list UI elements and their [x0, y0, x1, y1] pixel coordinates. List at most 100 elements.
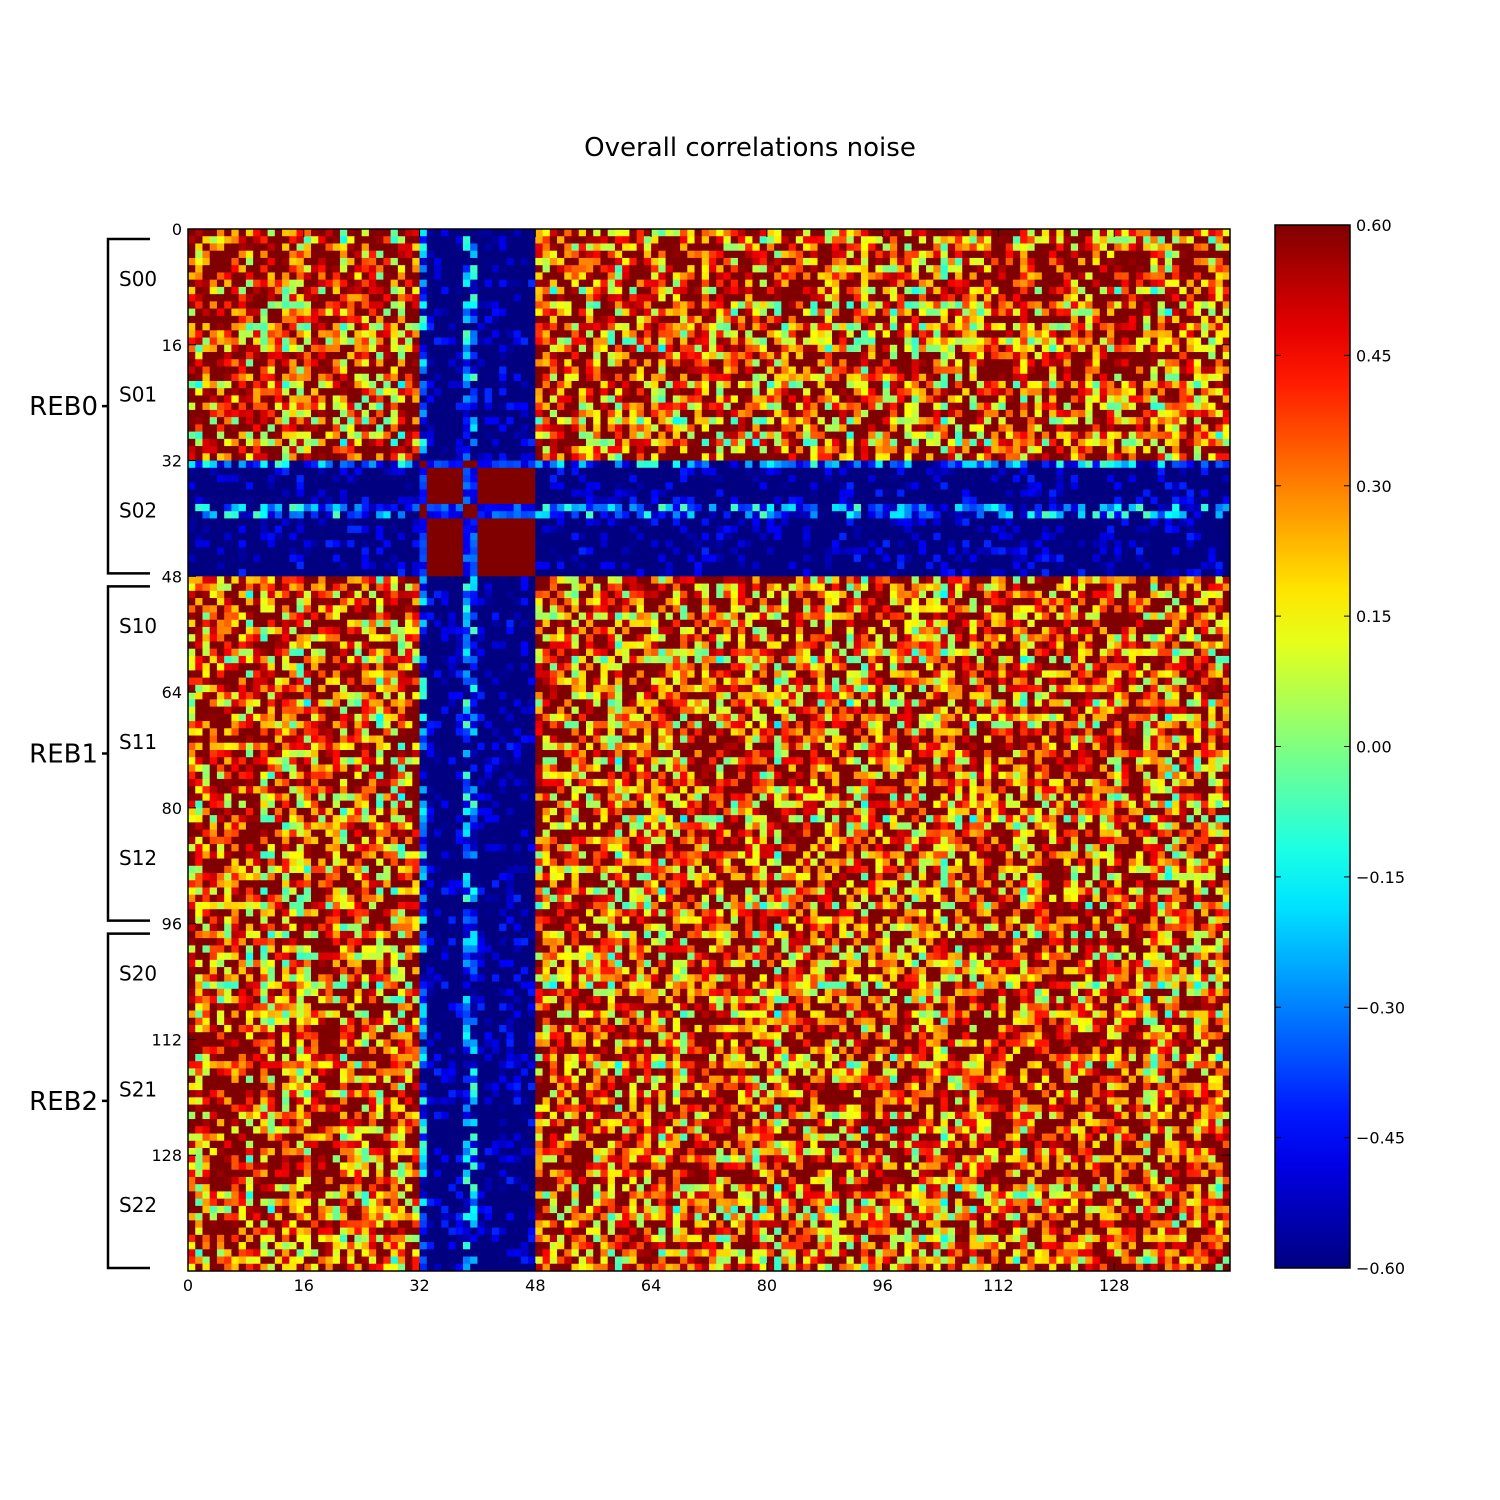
- heatmap-cell: [998, 374, 1006, 382]
- heatmap-cell: [528, 366, 536, 374]
- heatmap-cell: [347, 424, 355, 432]
- heatmap-cell: [767, 439, 775, 447]
- heatmap-cell: [1042, 424, 1050, 432]
- heatmap-cell: [420, 352, 428, 360]
- heatmap-cell: [926, 229, 934, 237]
- heatmap-cell: [398, 309, 406, 317]
- heatmap-cell: [1013, 251, 1021, 259]
- heatmap-cell: [767, 388, 775, 396]
- heatmap-cell: [289, 410, 297, 418]
- heatmap-cell: [391, 439, 399, 447]
- heatmap-cell: [1093, 330, 1101, 338]
- heatmap-cell: [615, 316, 623, 324]
- heatmap-cell: [752, 280, 760, 288]
- heatmap-cell: [774, 468, 782, 476]
- heatmap-cell: [600, 439, 608, 447]
- heatmap-cell: [354, 229, 362, 237]
- heatmap-cell: [239, 395, 247, 403]
- heatmap-cell: [774, 381, 782, 389]
- heatmap-cell: [391, 272, 399, 280]
- heatmap-cell: [463, 374, 471, 382]
- heatmap-cell: [456, 381, 464, 389]
- heatmap-cell: [1208, 366, 1216, 374]
- heatmap-cell: [304, 475, 312, 483]
- heatmap-cell: [774, 352, 782, 360]
- heatmap-cell: [333, 352, 341, 360]
- heatmap-cell: [246, 294, 254, 302]
- heatmap-cell: [926, 417, 934, 425]
- heatmap-cell: [217, 439, 225, 447]
- heatmap-cell: [1064, 461, 1072, 469]
- heatmap-cell: [376, 461, 384, 469]
- heatmap-cell: [311, 453, 319, 461]
- heatmap-cell: [600, 475, 608, 483]
- heatmap-cell: [948, 468, 956, 476]
- heatmap-cell: [875, 294, 883, 302]
- heatmap-cell: [1208, 403, 1216, 411]
- heatmap-cell: [260, 251, 268, 259]
- heatmap-cell: [818, 251, 826, 259]
- heatmap-cell: [781, 323, 789, 331]
- heatmap-cell: [868, 287, 876, 295]
- heatmap-cell: [608, 403, 616, 411]
- heatmap-cell: [297, 229, 305, 237]
- heatmap-cell: [1114, 359, 1122, 367]
- heatmap-cell: [224, 366, 232, 374]
- heatmap-cell: [325, 366, 333, 374]
- heatmap-cell: [543, 461, 551, 469]
- heatmap-cell: [521, 359, 529, 367]
- heatmap-cell: [202, 446, 210, 454]
- heatmap-cell: [441, 359, 449, 367]
- heatmap-cell: [1020, 272, 1028, 280]
- heatmap-cell: [1194, 251, 1202, 259]
- heatmap-cell: [420, 432, 428, 440]
- heatmap-cell: [535, 258, 543, 266]
- heatmap-cell: [1020, 432, 1028, 440]
- heatmap-cell: [810, 301, 818, 309]
- heatmap-cell: [941, 309, 949, 317]
- heatmap-cell: [651, 280, 659, 288]
- heatmap-cell: [369, 265, 377, 273]
- heatmap-cell: [492, 388, 500, 396]
- heatmap-cell: [933, 417, 941, 425]
- heatmap-cell: [543, 338, 551, 346]
- heatmap-cell: [398, 330, 406, 338]
- heatmap-cell: [854, 432, 862, 440]
- heatmap-cell: [405, 243, 413, 251]
- heatmap-cell: [875, 403, 883, 411]
- heatmap-cell: [1179, 468, 1187, 476]
- heatmap-cell: [1013, 468, 1021, 476]
- heatmap-cell: [622, 403, 630, 411]
- heatmap-cell: [622, 301, 630, 309]
- heatmap-cell: [695, 265, 703, 273]
- heatmap-cell: [1020, 309, 1028, 317]
- heatmap-cell: [564, 345, 572, 353]
- heatmap-cell: [398, 229, 406, 237]
- heatmap-cell: [810, 395, 818, 403]
- heatmap-cell: [369, 417, 377, 425]
- heatmap-cell: [1179, 439, 1187, 447]
- heatmap-cell: [188, 475, 196, 483]
- heatmap-cell: [362, 439, 370, 447]
- heatmap-cell: [984, 366, 992, 374]
- heatmap-cell: [528, 475, 536, 483]
- heatmap-cell: [485, 468, 493, 476]
- heatmap-cell: [586, 316, 594, 324]
- heatmap-cell: [579, 229, 587, 237]
- heatmap-cell: [868, 359, 876, 367]
- heatmap-cell: [1049, 424, 1057, 432]
- heatmap-cell: [1006, 272, 1014, 280]
- heatmap-cell: [1179, 287, 1187, 295]
- heatmap-cell: [514, 374, 522, 382]
- heatmap-cell: [297, 265, 305, 273]
- heatmap-cell: [1194, 258, 1202, 266]
- heatmap-cell: [615, 352, 623, 360]
- heatmap-cell: [1194, 410, 1202, 418]
- heatmap-cell: [1085, 338, 1093, 346]
- heatmap-cell: [593, 309, 601, 317]
- heatmap-cell: [919, 287, 927, 295]
- heatmap-cell: [1093, 236, 1101, 244]
- heatmap-cell: [832, 316, 840, 324]
- heatmap-cell: [666, 265, 674, 273]
- heatmap-cell: [709, 258, 717, 266]
